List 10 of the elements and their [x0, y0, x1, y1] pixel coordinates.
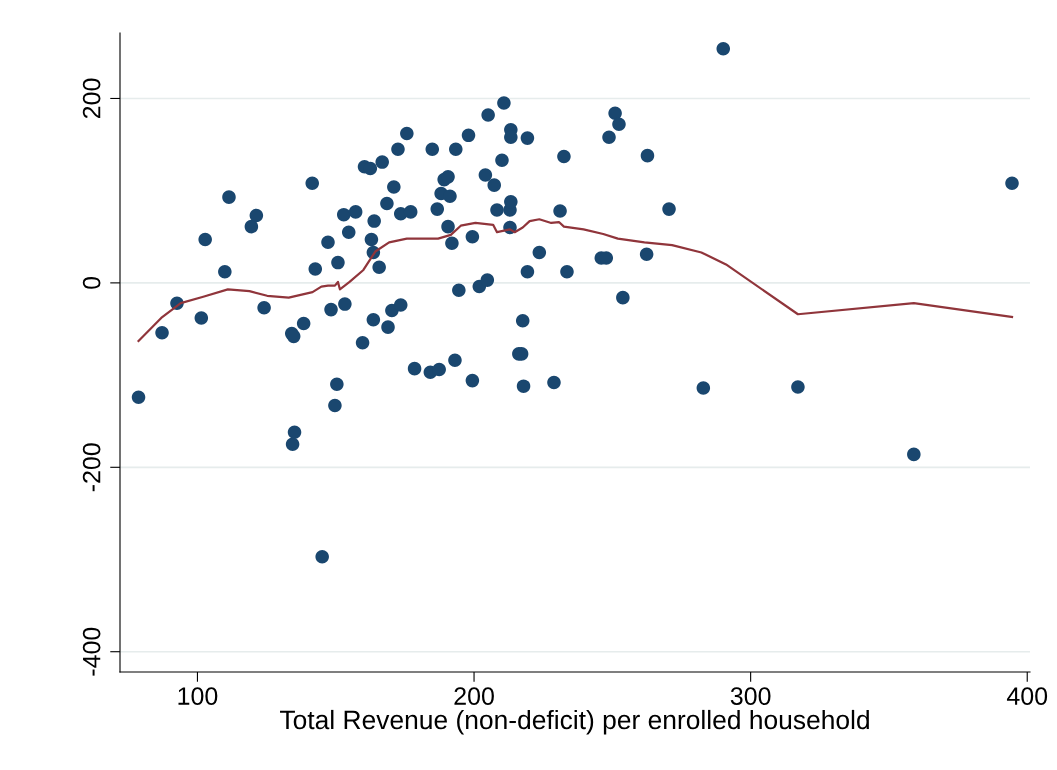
y-tick-label: -200	[82, 443, 101, 492]
y-tick-label: 0	[82, 276, 101, 289]
y-tick-label: 200	[82, 78, 101, 119]
x-axis-title: Total Revenue (non-deficit) per enrolled household	[280, 709, 869, 735]
line-series	[137, 218, 1014, 343]
x-tick-label: 300	[730, 687, 771, 705]
x-tick-label: 400	[1006, 687, 1048, 705]
x-tick-label: 200	[454, 687, 494, 705]
y-tick-label: -400	[82, 627, 101, 676]
x-tick-label: 100	[178, 687, 218, 705]
